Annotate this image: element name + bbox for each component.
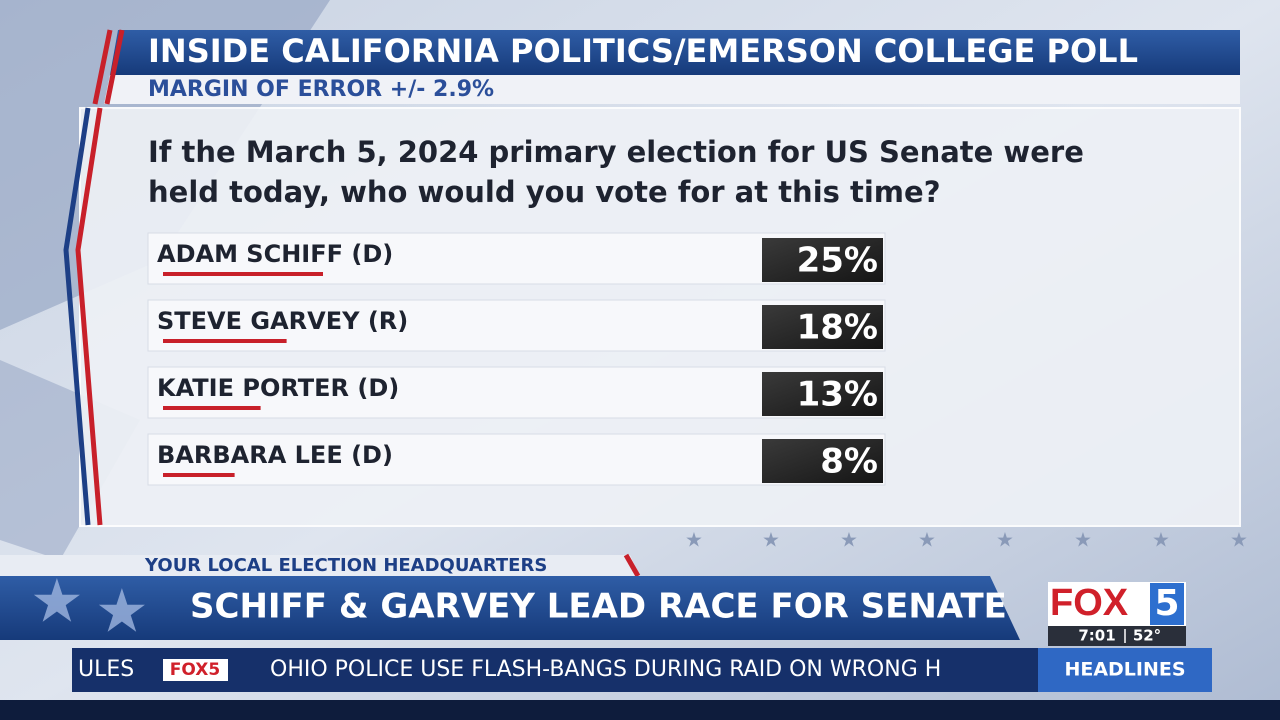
svg-text:★: ★: [1152, 528, 1170, 552]
star-logo: ★ ★: [30, 567, 149, 647]
station-logo-number-box: [1150, 583, 1184, 625]
svg-text:★: ★: [1230, 528, 1248, 552]
time: 7:01: [1078, 627, 1115, 645]
svg-text:★: ★: [840, 528, 858, 552]
svg-text:★: ★: [996, 528, 1014, 552]
time-temp-box: [1048, 626, 1186, 646]
question-line: held today, who would you vote for at th…: [148, 175, 941, 209]
kicker-band: [0, 555, 640, 576]
value-box: [762, 372, 883, 416]
accent-stripe: [63, 107, 91, 526]
svg-text:★: ★: [1074, 528, 1092, 552]
value-label: 13%: [797, 375, 878, 415]
candidate-name: BARBARA LEE (D): [157, 441, 393, 469]
candidate-name: ADAM SCHIFF (D): [157, 240, 393, 268]
temperature: 52°: [1133, 627, 1161, 645]
question: If the March 5, 2024 primary election fo…: [148, 135, 1084, 209]
ticker-story: OHIO POLICE USE FLASH-BANGS DURING RAID …: [270, 657, 941, 682]
svg-text:★: ★: [762, 528, 780, 552]
kicker-stripe: [623, 553, 641, 578]
header-stripe: [92, 29, 125, 105]
svg-text:★: ★: [95, 577, 149, 647]
accent-stripe: [75, 107, 103, 526]
subtitle-band: [104, 75, 1240, 104]
ticker-logo: FOX5: [170, 660, 220, 680]
header-band: [110, 30, 1240, 75]
ticker-section: HEADLINES: [1064, 659, 1185, 681]
value-label: 18%: [797, 308, 878, 348]
header-subtitle: MARGIN OF ERROR +/- 2.9%: [148, 77, 494, 102]
candidate-name: STEVE GARVEY (R): [157, 307, 408, 335]
headline: SCHIFF & GARVEY LEAD RACE FOR SENATE: [190, 587, 1007, 627]
svg-text:★: ★: [30, 567, 84, 637]
ticker-previous: ULES: [78, 657, 134, 682]
value-box: [762, 305, 883, 349]
header-title: INSIDE CALIFORNIA POLITICS/EMERSON COLLE…: [148, 32, 1138, 70]
ticker-logo-box: [163, 659, 228, 681]
station-logo-number: 5: [1154, 583, 1179, 624]
svg-text:★: ★: [685, 528, 703, 552]
ticker-section-box: [1038, 648, 1212, 692]
result-bar: [163, 473, 235, 477]
question-line: If the March 5, 2024 primary election fo…: [148, 135, 1084, 169]
value-label: 25%: [797, 241, 878, 281]
result-bar: [163, 339, 287, 343]
star-row: ★ ★ ★ ★ ★ ★ ★ ★: [685, 528, 1248, 552]
headline-band: [0, 576, 1020, 640]
value-box: [762, 439, 883, 483]
candidate-name: KATIE PORTER (D): [157, 374, 399, 402]
svg-text:★: ★: [918, 528, 936, 552]
poll-rows: ADAM SCHIFF (D) 25% STEVE GARVEY (R) 18% KAT…: [147, 232, 886, 486]
result-bar: [163, 272, 323, 276]
kicker: YOUR LOCAL ELECTION HEADQUARTERS: [144, 555, 547, 576]
value-box: [762, 238, 883, 282]
result-bar: [163, 406, 261, 410]
bottom-strip: [0, 700, 1280, 720]
station-logo: FOX: [1050, 582, 1129, 624]
value-label: 8%: [820, 442, 878, 482]
ticker-band: [72, 648, 1212, 692]
